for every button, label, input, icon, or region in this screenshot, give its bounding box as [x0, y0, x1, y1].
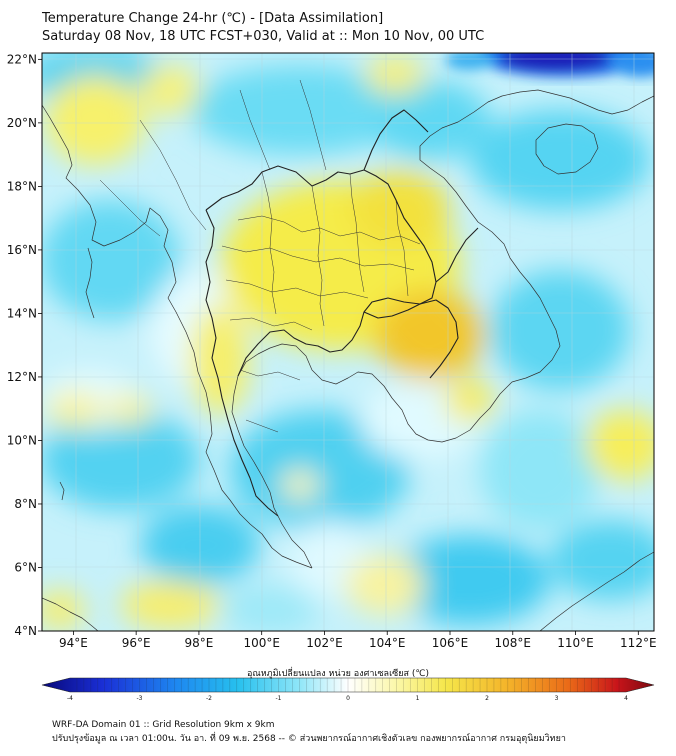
colorbar-segments	[76, 678, 620, 692]
map-title: Temperature Change 24-hr (℃) - [Data Ass…	[42, 10, 484, 46]
footer-line-1: WRF-DA Domain 01 :: Grid Resolution 9km …	[52, 720, 275, 730]
lon-tick-label: 100°E	[243, 636, 280, 650]
colorbar-tick-label: 4	[624, 695, 628, 702]
colorbar-tick-label: -2	[206, 695, 212, 702]
lat-tick-label: 20°N	[7, 116, 37, 130]
colorbar-tick-label: -3	[137, 695, 143, 702]
colorbar-tick-label: -1	[276, 695, 282, 702]
lon-tick-label: 104°E	[369, 636, 406, 650]
lat-tick-label: 16°N	[7, 243, 37, 257]
title-line-1: Temperature Change 24-hr (℃) - [Data Ass…	[42, 11, 384, 26]
lat-tick-label: 18°N	[7, 179, 37, 193]
colorbar-tick-labels: -4 -3 -2 -1 0 1 2 3 4	[67, 695, 628, 702]
country-borders	[205, 109, 479, 517]
footer: WRF-DA Domain 01 :: Grid Resolution 9km …	[52, 718, 566, 746]
lat-tick-label: 22°N	[7, 52, 37, 66]
lon-tick-label: 112°E	[620, 636, 657, 650]
colorbar: -4 -3 -2 -1 0 1 2 3 4	[41, 677, 655, 702]
lat-tick-label: 14°N	[7, 306, 37, 320]
province-borders	[99, 79, 421, 433]
colorbar-title: อุณหภูมิเปลี่ยนแปลง หน่วย องศาเซลเซียส (…	[246, 669, 430, 679]
lat-tick-label: 8°N	[14, 497, 37, 511]
lon-tick-label: 102°E	[306, 636, 343, 650]
lat-tick-label: 12°N	[7, 370, 37, 384]
footer-line-2: ปรับปรุงข้อมูล ณ เวลา 01:00น. วัน อา. ที…	[52, 734, 566, 744]
colorbar-tick-label: 1	[416, 695, 420, 702]
lat-tick-label: 10°N	[7, 433, 37, 447]
lon-tick-label: 108°E	[495, 636, 532, 650]
map-grid	[42, 53, 654, 631]
lat-tick-label: 4°N	[14, 624, 37, 638]
map-frame	[42, 53, 654, 631]
longitude-labels: 94°E 96°E 98°E 100°E 102°E 104°E 106°E 108°E 110…	[59, 631, 657, 650]
colorbar-tick-label: 2	[485, 695, 489, 702]
lon-tick-label: 94°E	[59, 636, 88, 650]
title-line-2: Saturday 08 Nov, 18 UTC FCST+030, Valid …	[42, 29, 485, 44]
colorbar-tick-label: -4	[67, 695, 73, 702]
latitude-labels: 22°N 20°N 18°N 16°N 14°N 12°N 10°N 8°N 6°N 4°N	[7, 52, 42, 638]
lon-tick-label: 106°E	[432, 636, 469, 650]
colorbar-tick-label: 3	[555, 695, 559, 702]
map-border	[41, 52, 655, 632]
lon-tick-label: 110°E	[557, 636, 594, 650]
colorbar-tick-label: 0	[346, 695, 350, 702]
lon-tick-label: 98°E	[184, 636, 213, 650]
lon-tick-label: 96°E	[122, 636, 151, 650]
lat-tick-label: 6°N	[14, 560, 37, 574]
